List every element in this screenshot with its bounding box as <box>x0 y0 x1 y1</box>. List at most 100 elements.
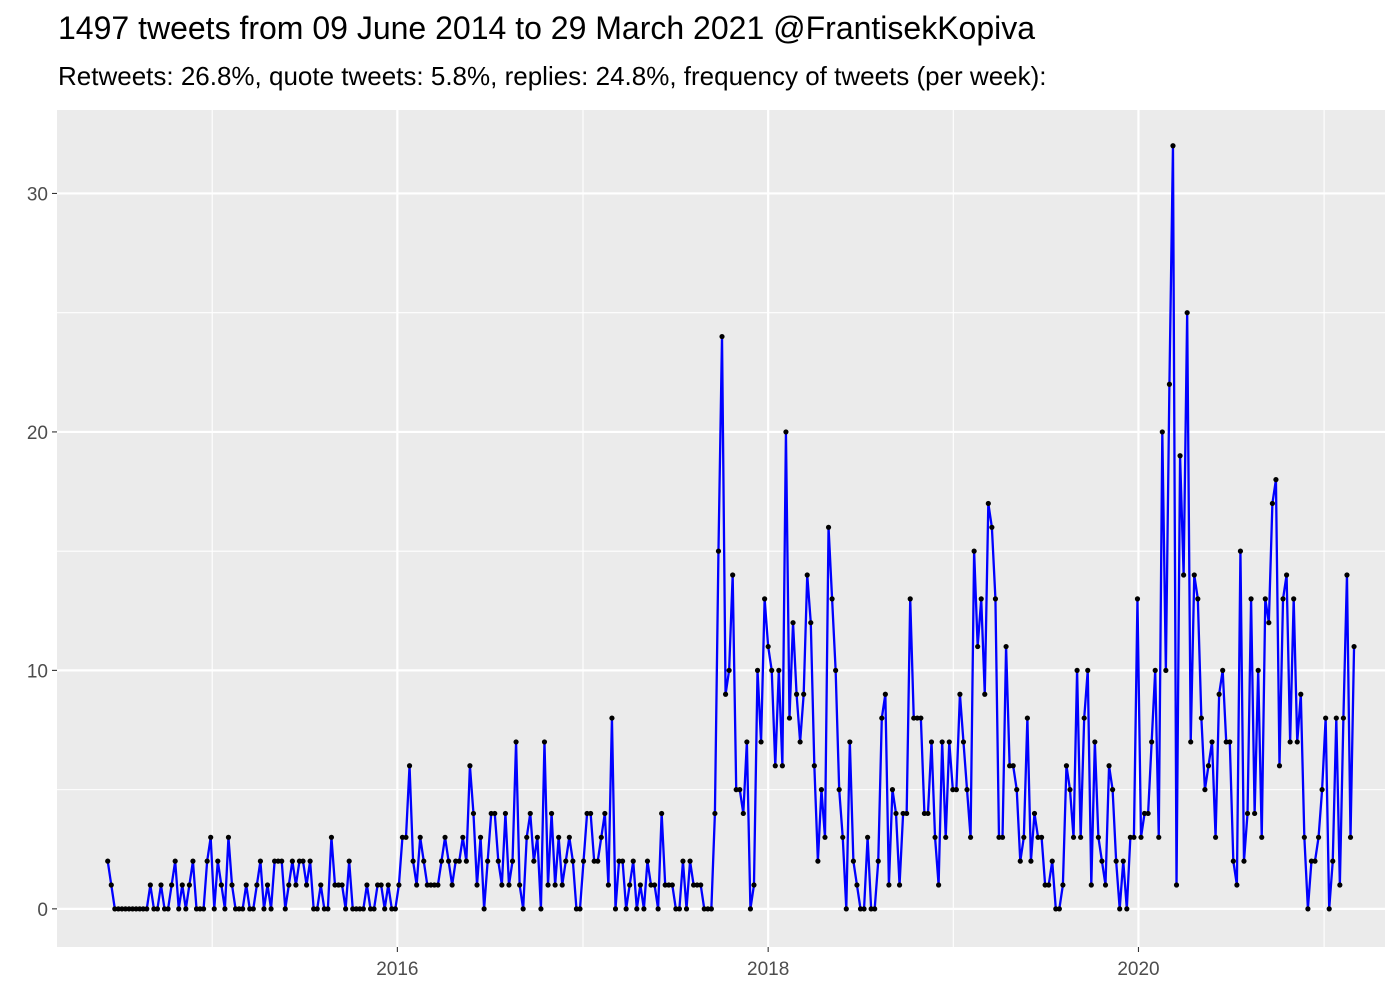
data-point <box>1063 763 1070 769</box>
data-point <box>467 763 473 769</box>
data-point <box>957 691 963 697</box>
data-point <box>470 810 477 817</box>
data-point <box>446 858 452 864</box>
data-point <box>1170 143 1176 149</box>
data-point <box>1351 643 1357 650</box>
data-point <box>449 882 455 888</box>
data-point <box>1191 572 1197 578</box>
data-point <box>904 810 910 817</box>
data-point <box>612 906 619 912</box>
data-point <box>971 548 977 554</box>
data-point <box>619 858 626 864</box>
data-point <box>477 834 484 840</box>
data-point <box>602 810 608 817</box>
data-point <box>1252 810 1258 817</box>
data-point <box>801 691 807 697</box>
data-point <box>793 691 800 697</box>
data-point <box>847 739 853 745</box>
data-point <box>307 858 313 864</box>
data-point <box>183 906 189 912</box>
data-point <box>378 882 384 888</box>
data-point <box>1003 643 1009 650</box>
data-point <box>577 906 583 912</box>
data-point <box>1085 667 1091 673</box>
data-point <box>1216 691 1222 697</box>
data-point <box>825 524 832 530</box>
data-point <box>229 882 235 888</box>
data-point <box>708 906 714 912</box>
data-point <box>527 810 533 817</box>
data-point <box>861 906 867 912</box>
data-point <box>1113 858 1119 864</box>
data-point <box>840 834 846 840</box>
data-point <box>314 906 320 912</box>
data-point <box>975 643 981 650</box>
data-point <box>1088 882 1094 888</box>
axes: 0 10 20 30 2016 2018 2020 <box>27 184 1160 980</box>
data-point <box>154 906 161 912</box>
data-point <box>268 906 274 912</box>
data-point <box>1134 596 1141 602</box>
data-point <box>811 763 817 769</box>
data-point <box>1301 834 1307 840</box>
data-point <box>552 882 558 888</box>
data-point <box>580 858 587 864</box>
data-point <box>517 882 523 888</box>
data-point <box>328 834 335 840</box>
data-point <box>318 882 324 888</box>
data-point <box>1152 667 1158 673</box>
data-point <box>1184 310 1190 316</box>
data-point <box>953 787 959 793</box>
data-point <box>1099 858 1105 864</box>
data-point <box>1188 739 1194 745</box>
data-point <box>822 834 828 840</box>
data-point <box>289 858 295 864</box>
data-point <box>1159 429 1165 435</box>
data-point <box>524 834 530 840</box>
data-point <box>559 882 565 888</box>
data-point <box>1298 691 1304 697</box>
data-point <box>531 858 537 864</box>
data-point <box>1266 620 1272 626</box>
data-point <box>623 906 629 912</box>
data-point <box>872 906 878 912</box>
data-point <box>754 667 761 673</box>
data-point <box>438 858 445 864</box>
data-point <box>641 906 647 912</box>
data-point <box>758 739 764 745</box>
data-point <box>513 739 519 745</box>
data-point <box>204 858 210 864</box>
data-point <box>676 906 683 912</box>
data-point <box>453 858 459 864</box>
data-point <box>1212 834 1219 840</box>
data-point <box>1291 596 1297 602</box>
data-point <box>406 763 413 769</box>
data-point <box>1102 882 1109 888</box>
data-point <box>1283 572 1290 578</box>
data-point <box>343 906 349 912</box>
data-point <box>492 810 498 817</box>
data-point <box>211 906 217 912</box>
data-point <box>303 882 310 888</box>
data-point <box>240 906 246 912</box>
data-point <box>1138 834 1144 840</box>
data-point <box>509 858 516 864</box>
data-point <box>222 906 228 912</box>
data-point <box>1209 739 1215 745</box>
data-point <box>598 834 604 840</box>
data-point <box>463 858 469 864</box>
data-point <box>634 906 640 912</box>
data-point <box>630 858 636 864</box>
data-point <box>534 834 540 840</box>
data-point <box>989 524 995 530</box>
data-point <box>396 882 402 888</box>
data-point <box>548 810 555 817</box>
data-point <box>1269 500 1275 507</box>
data-point <box>1078 834 1084 840</box>
data-point <box>201 906 207 912</box>
data-point <box>1323 715 1329 721</box>
data-point <box>410 858 416 864</box>
data-point <box>538 906 544 912</box>
data-point <box>502 810 509 817</box>
